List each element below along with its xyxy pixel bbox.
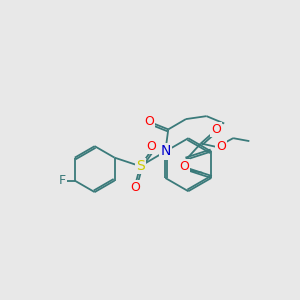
Text: N: N — [160, 145, 170, 158]
Text: O: O — [146, 140, 156, 153]
Text: S: S — [136, 159, 145, 173]
Text: O: O — [211, 123, 221, 136]
Text: O: O — [216, 140, 226, 153]
Text: O: O — [130, 181, 140, 194]
Text: O: O — [179, 160, 189, 173]
Text: F: F — [58, 174, 66, 187]
Text: O: O — [144, 115, 154, 128]
